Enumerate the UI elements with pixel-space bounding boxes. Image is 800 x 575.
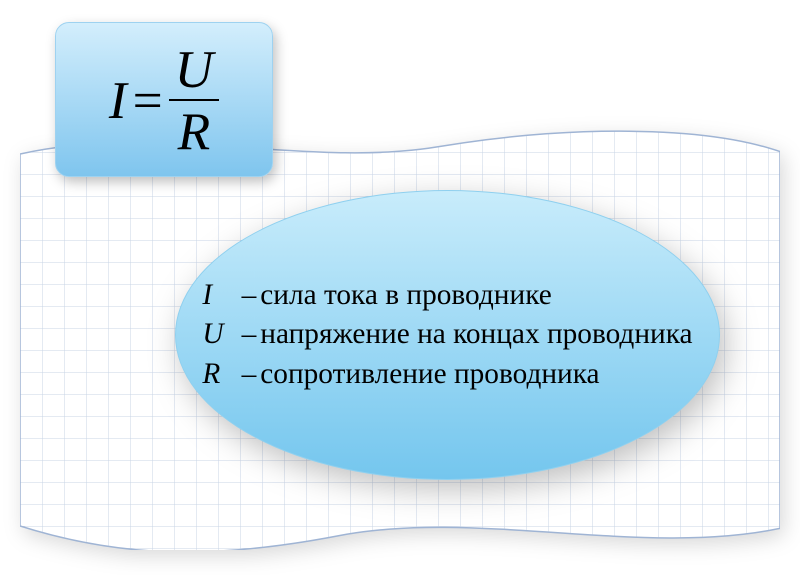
formula-fraction: U R	[169, 41, 220, 159]
formula-lhs: I	[109, 69, 127, 131]
formula-equals: =	[133, 69, 163, 131]
definition-symbol: U	[202, 315, 237, 355]
definition-symbol: I	[202, 276, 237, 316]
definition-text: напряжение на концах проводника	[260, 318, 692, 350]
definition-dash: –	[238, 279, 261, 311]
formula-denominator: R	[172, 101, 217, 159]
definition-dash: –	[238, 358, 261, 390]
formula-numerator: U	[169, 41, 220, 99]
definitions-list: I–сила тока в проводникеU–напряжение на …	[202, 276, 692, 395]
definitions-ellipse-wrap: I–сила тока в проводникеU–напряжение на …	[175, 190, 720, 480]
definition-symbol: R	[202, 355, 237, 395]
definition-dash: –	[238, 318, 261, 350]
definitions-ellipse: I–сила тока в проводникеU–напряжение на …	[175, 190, 720, 480]
definition-text: сила тока в проводнике	[260, 279, 551, 311]
definition-text: сопротивление проводника	[260, 358, 599, 390]
formula-box: I = U R	[55, 22, 273, 177]
ohms-law-formula: I = U R	[109, 41, 219, 159]
definition-row: I–сила тока в проводнике	[202, 276, 692, 316]
definition-row: U–напряжение на концах проводника	[202, 315, 692, 355]
definition-row: R–сопротивление проводника	[202, 355, 692, 395]
